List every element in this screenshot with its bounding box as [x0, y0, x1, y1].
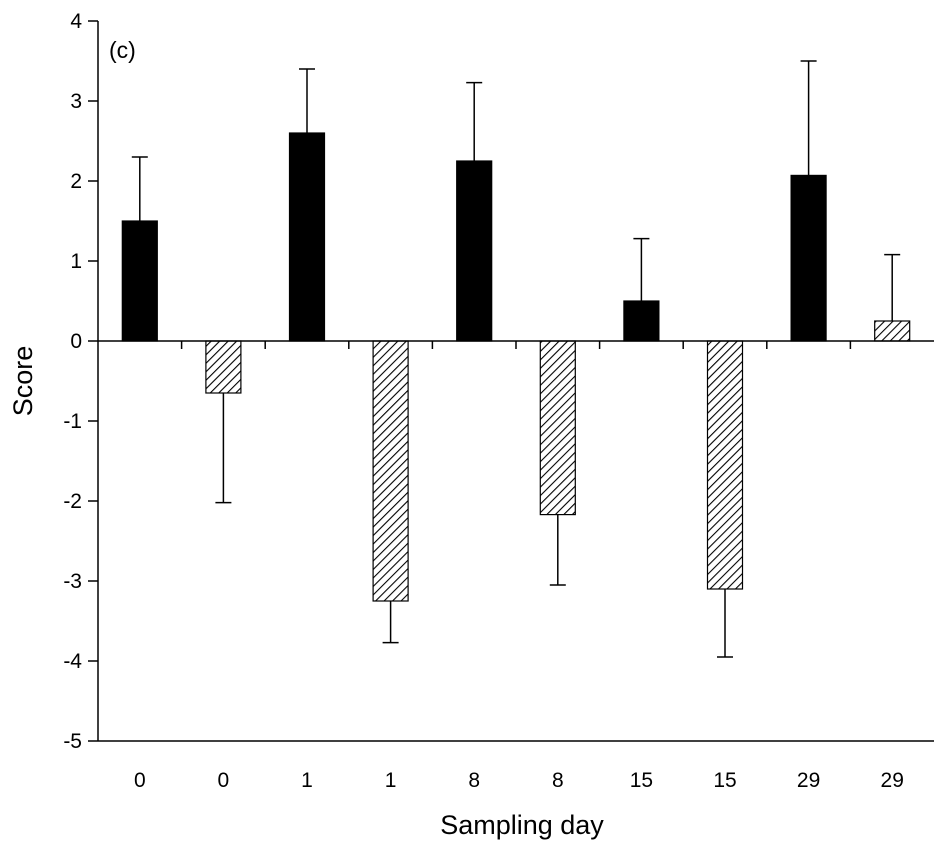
bars-layer: [121, 60, 911, 658]
bar-6: [623, 300, 660, 342]
x-tick-label-3: 1: [385, 769, 397, 792]
x-tick-label-7: 15: [713, 769, 736, 792]
bar-4: [456, 160, 493, 342]
x-tick-label-2: 1: [301, 769, 313, 792]
y-axis-title: Score: [8, 346, 38, 417]
axes-layer: 0 0 1 1 8 8 15 15 29 29 -5 -4 -3 -2 -1 0 1 2 3 4: [63, 10, 934, 792]
labels-layer: (c) Sampling day Score: [8, 37, 604, 840]
x-tick-label-5: 8: [552, 769, 564, 792]
x-tick-label-0: 0: [134, 769, 146, 792]
y-tick-label-8: 3: [70, 90, 82, 113]
bar-5: [539, 340, 576, 516]
y-tick-label-7: 2: [70, 170, 82, 193]
x-tick-label-8: 29: [797, 769, 820, 792]
bar-1: [205, 340, 242, 394]
bar-7: [706, 340, 744, 590]
panel-label: (c): [109, 37, 136, 63]
y-tick-label-3: -2: [63, 490, 82, 513]
bar-2: [288, 132, 326, 342]
bar-9: [874, 320, 911, 342]
x-tick-label-9: 29: [881, 769, 904, 792]
x-axis-title: Sampling day: [440, 810, 604, 840]
x-tick-label-6: 15: [630, 769, 653, 792]
bar-0: [121, 220, 158, 342]
y-tick-label-9: 4: [70, 10, 82, 33]
bar-8: [790, 174, 827, 342]
y-tick-label-0: -5: [63, 730, 82, 753]
x-tick-label-1: 0: [218, 769, 230, 792]
y-tick-label-1: -4: [63, 650, 82, 673]
y-tick-label-5: 0: [70, 330, 82, 353]
x-tick-label-4: 8: [468, 769, 480, 792]
bar-3: [372, 340, 409, 602]
y-tick-label-2: -3: [63, 570, 82, 593]
y-tick-label-4: -1: [63, 410, 82, 433]
y-tick-label-6: 1: [70, 250, 82, 273]
